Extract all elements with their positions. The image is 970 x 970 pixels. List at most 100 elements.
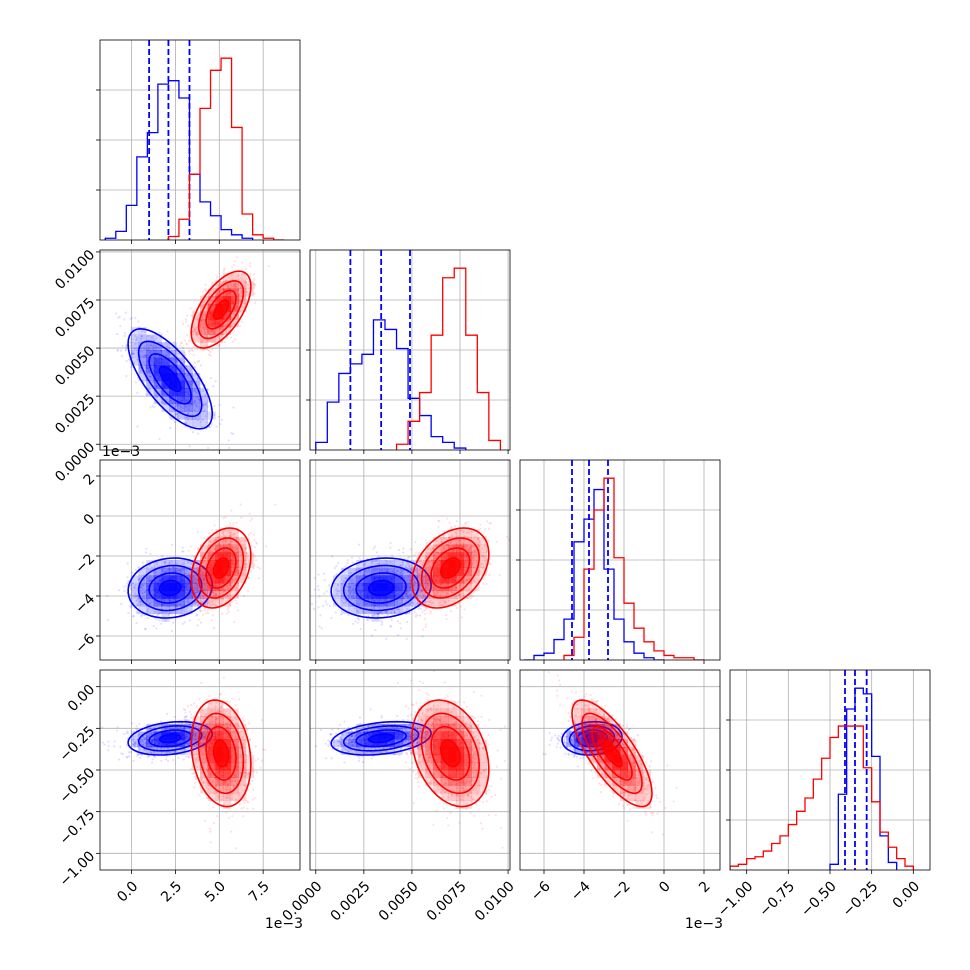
scatter-point: [439, 595, 442, 598]
scatter-point: [406, 596, 409, 599]
scatter-point: [225, 279, 228, 282]
scatter-point: [351, 561, 354, 564]
scatter-point: [451, 535, 454, 538]
scatter-point: [402, 597, 405, 600]
scatter-point: [228, 542, 231, 546]
scatter-point: [423, 582, 426, 585]
scatter-point: [445, 600, 448, 603]
scatter-point: [125, 744, 129, 747]
scatter-point: [148, 388, 152, 392]
scatter-point: [197, 432, 200, 435]
scatter-point: [327, 584, 331, 587]
scatter-point: [127, 611, 130, 615]
density-cell: [448, 575, 457, 584]
scatter-point: [201, 587, 204, 590]
scatter-point: [236, 595, 239, 599]
density-cell: [161, 350, 170, 358]
scatter-point: [182, 726, 186, 730]
scatter-point: [212, 594, 215, 598]
density-cell: [192, 575, 201, 584]
scatter-point: [218, 343, 221, 346]
scatter-point: [428, 596, 431, 599]
scatter-point: [159, 622, 163, 625]
density-cell: [169, 365, 178, 374]
scatter-point: [139, 600, 143, 603]
density-cell: [402, 560, 411, 568]
scatter-point: [215, 337, 218, 340]
scatter-point: [136, 754, 139, 757]
density-cell: [176, 606, 185, 615]
density-cell: [394, 590, 403, 599]
scatter-point: [201, 294, 204, 297]
density-cell: [456, 575, 465, 584]
scatter-point: [472, 566, 475, 569]
scatter-point: [196, 405, 199, 408]
scatter-point: [203, 314, 207, 317]
scatter-point: [229, 535, 232, 538]
scatter-point: [153, 405, 156, 409]
scatter-point: [148, 603, 151, 606]
scatter-point: [196, 587, 199, 590]
scatter-point: [225, 599, 228, 602]
scatter-point: [179, 569, 182, 572]
scatter-point: [354, 620, 357, 623]
scatter-point: [374, 545, 377, 548]
scatter-point: [353, 596, 356, 599]
scatter-point: [120, 355, 124, 358]
scatter-point: [400, 569, 403, 573]
scatter-point: [416, 572, 419, 575]
scatter-point: [226, 594, 229, 598]
scatter-point: [458, 539, 461, 542]
contour-series-0: [158, 365, 182, 393]
density-cell: [363, 575, 372, 584]
scatter-point: [239, 554, 242, 557]
scatter-point: [229, 325, 232, 328]
scatter-point: [330, 616, 333, 620]
scatter-point: [228, 528, 231, 532]
scatter-point: [211, 614, 215, 617]
scatter-point: [453, 539, 456, 542]
scatter-point: [208, 550, 211, 553]
density-cell: [333, 583, 342, 592]
scatter-point: [196, 579, 199, 582]
scatter-point: [160, 333, 163, 336]
scatter-point: [471, 562, 474, 565]
density-cell: [333, 590, 342, 599]
density-cell: [356, 590, 365, 599]
density-cell: [207, 319, 216, 328]
scatter-point: [473, 545, 476, 548]
scatter-point: [194, 561, 197, 564]
scatter-point: [195, 331, 198, 335]
scatter-point: [400, 598, 403, 602]
scatter-point: [417, 591, 421, 595]
scatter-point: [140, 337, 143, 340]
scatter-point: [438, 601, 441, 604]
scatter-point: [205, 421, 208, 424]
density-cell: [200, 583, 208, 592]
scatter-point: [223, 588, 226, 592]
scatter-point: [166, 351, 169, 354]
density-cell: [394, 567, 403, 576]
density-cell: [138, 606, 147, 615]
scatter-point: [201, 341, 204, 344]
scatter-point: [230, 578, 234, 581]
scatter-point: [350, 556, 354, 559]
scatter-point: [427, 583, 430, 586]
scatter-point: [155, 627, 158, 630]
scatter-point: [414, 541, 417, 544]
scatter-point: [405, 637, 408, 641]
scatter-point: [196, 749, 199, 752]
scatter-point: [337, 561, 340, 565]
scatter-point: [204, 288, 207, 291]
scatter-point: [471, 595, 475, 598]
density-cell: [223, 552, 232, 561]
scatter-point: [195, 580, 198, 583]
scatter-point: [182, 562, 185, 565]
scatter-point: [203, 557, 206, 560]
scatter-point: [181, 722, 184, 725]
density-cell: [169, 560, 178, 568]
scatter-point: [377, 613, 380, 616]
scatter-point: [448, 541, 452, 544]
scatter-point: [396, 620, 400, 623]
